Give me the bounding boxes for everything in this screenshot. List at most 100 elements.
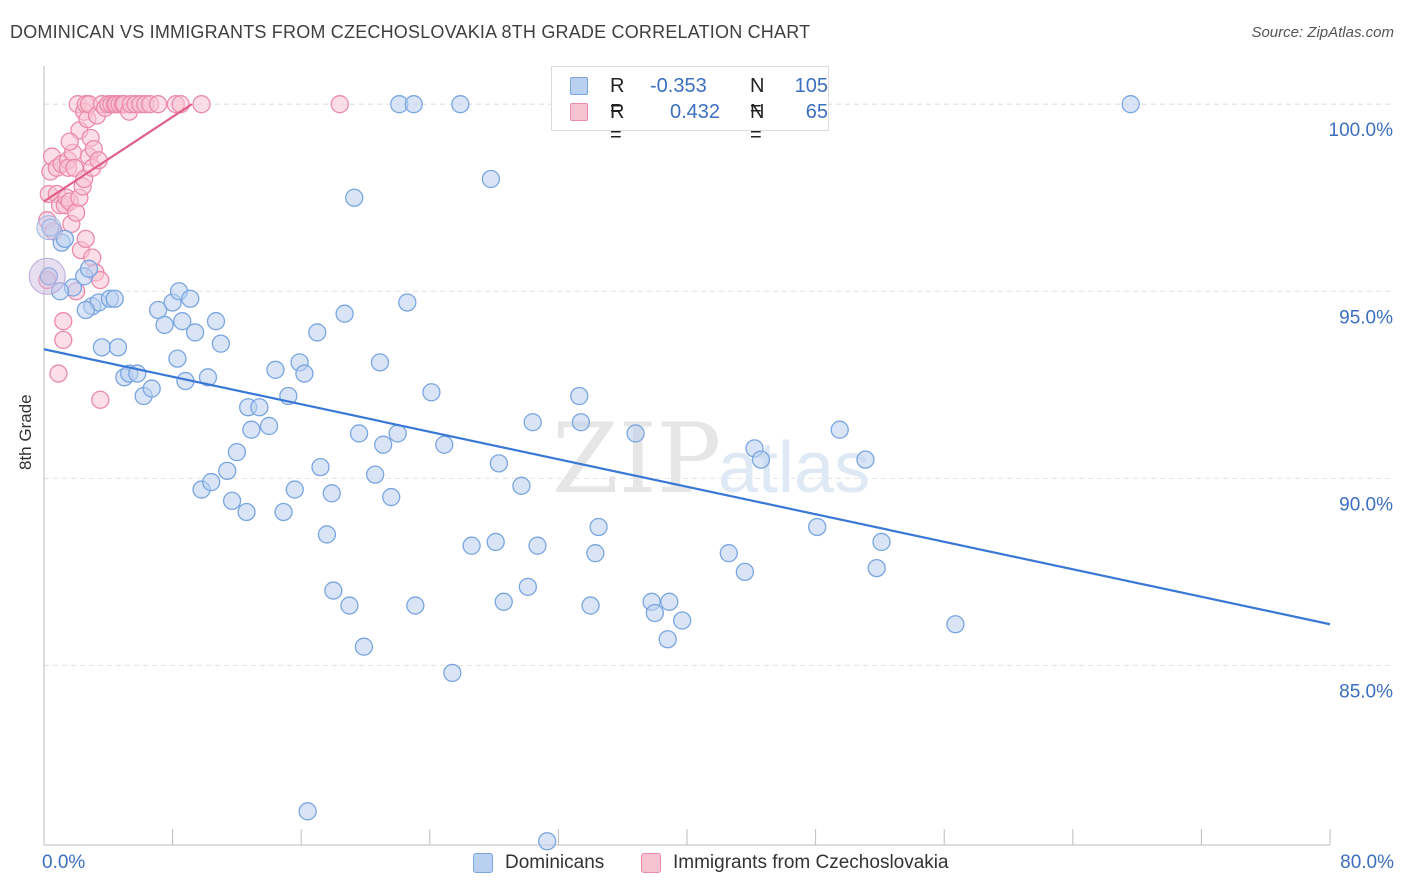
chart-title: DOMINICAN VS IMMIGRANTS FROM CZECHOSLOVA… xyxy=(10,22,811,42)
data-point xyxy=(335,304,354,323)
legend-swatch-blue xyxy=(473,853,493,873)
data-point xyxy=(528,536,547,555)
data-point xyxy=(571,413,591,432)
data-point xyxy=(404,95,423,114)
data-point xyxy=(345,188,364,207)
data-point xyxy=(374,435,393,454)
series-legend: Dominicans Immigrants from Czechoslovaki… xyxy=(0,852,1406,878)
data-point xyxy=(55,229,75,249)
data-point xyxy=(76,300,95,320)
data-point xyxy=(340,596,359,615)
legend-n-value: 105 xyxy=(794,75,828,97)
y-tick-label: 100.0% xyxy=(1329,120,1394,141)
stats-legend: R = -0.353 N = 105 R = 0.432 N = 65 xyxy=(551,66,829,146)
data-point xyxy=(451,95,470,114)
data-point xyxy=(422,383,441,402)
data-point xyxy=(211,334,230,353)
data-point xyxy=(39,267,58,286)
data-point xyxy=(317,525,337,544)
legend-swatch-blue xyxy=(570,77,588,95)
legend-r-value: 0.432 xyxy=(670,101,721,123)
data-point xyxy=(751,450,771,469)
data-point xyxy=(443,663,462,683)
data-point xyxy=(370,353,390,372)
data-point xyxy=(537,832,557,851)
legend-n-value: 65 xyxy=(805,101,828,123)
trend-line xyxy=(43,348,1331,626)
data-point xyxy=(660,592,679,611)
y-tick-label: 90.0% xyxy=(1339,494,1393,515)
data-point xyxy=(658,630,677,649)
data-point xyxy=(673,611,692,630)
data-point xyxy=(171,95,190,114)
data-point xyxy=(589,517,608,537)
legend-n-label: N = xyxy=(750,101,765,146)
data-point xyxy=(298,802,317,821)
data-point xyxy=(354,637,374,656)
data-point xyxy=(867,558,886,578)
legend-r-value: -0.353 xyxy=(650,75,707,97)
data-point xyxy=(91,390,110,409)
legend-n-label: N = xyxy=(750,75,765,120)
data-point xyxy=(349,424,369,443)
data-point xyxy=(250,398,269,417)
data-point xyxy=(719,544,738,563)
data-point xyxy=(645,603,664,623)
data-point xyxy=(202,472,221,492)
data-point xyxy=(872,532,891,552)
data-point xyxy=(242,420,261,439)
data-point xyxy=(36,215,62,241)
legend-label: Dominicans xyxy=(505,852,605,873)
data-point xyxy=(285,480,304,499)
data-point xyxy=(946,615,965,634)
data-point xyxy=(512,476,531,495)
data-point xyxy=(60,132,79,151)
data-point xyxy=(76,229,95,249)
legend-swatch-pink xyxy=(570,103,588,121)
data-point xyxy=(324,581,343,600)
data-point xyxy=(28,257,66,295)
data-point xyxy=(105,289,124,308)
data-point xyxy=(735,562,755,582)
watermark-atlas: atlas xyxy=(718,428,870,508)
data-point xyxy=(365,465,385,484)
data-point xyxy=(192,95,211,114)
legend-label: Immigrants from Czechoslovakia xyxy=(673,852,949,873)
data-point xyxy=(54,330,73,350)
data-point xyxy=(92,338,112,357)
data-point xyxy=(185,323,205,342)
data-point xyxy=(523,413,542,432)
data-point xyxy=(435,435,454,454)
data-point xyxy=(206,312,226,331)
legend-r-label: R = xyxy=(610,75,625,120)
data-point xyxy=(295,364,314,383)
data-point xyxy=(222,491,242,510)
source-label: Source: ZipAtlas.com xyxy=(1251,24,1394,41)
data-point xyxy=(168,349,187,368)
gridlines xyxy=(44,103,1392,666)
data-point xyxy=(218,461,237,481)
data-point xyxy=(382,487,401,507)
data-point xyxy=(462,536,481,555)
data-point xyxy=(237,502,256,522)
legend-r-label: R = xyxy=(610,101,625,146)
data-point xyxy=(586,544,605,563)
data-point xyxy=(330,95,349,114)
data-point xyxy=(155,315,174,335)
data-point xyxy=(626,424,645,443)
data-point xyxy=(266,360,285,379)
y-tick-label: 85.0% xyxy=(1339,681,1393,702)
data-point xyxy=(581,596,600,615)
y-tick-label: 95.0% xyxy=(1339,307,1393,328)
data-point xyxy=(494,592,513,611)
data-point xyxy=(108,338,128,357)
x-tick-min: 0.0% xyxy=(42,852,86,873)
data-point xyxy=(148,95,168,114)
y-tick-labels: 85.0% 90.0% 95.0% 100.0% xyxy=(1329,120,1394,702)
legend-swatch-pink xyxy=(641,853,661,873)
data-point xyxy=(830,420,849,439)
data-point xyxy=(198,368,218,387)
data-point xyxy=(518,577,538,596)
data-point xyxy=(49,364,68,383)
